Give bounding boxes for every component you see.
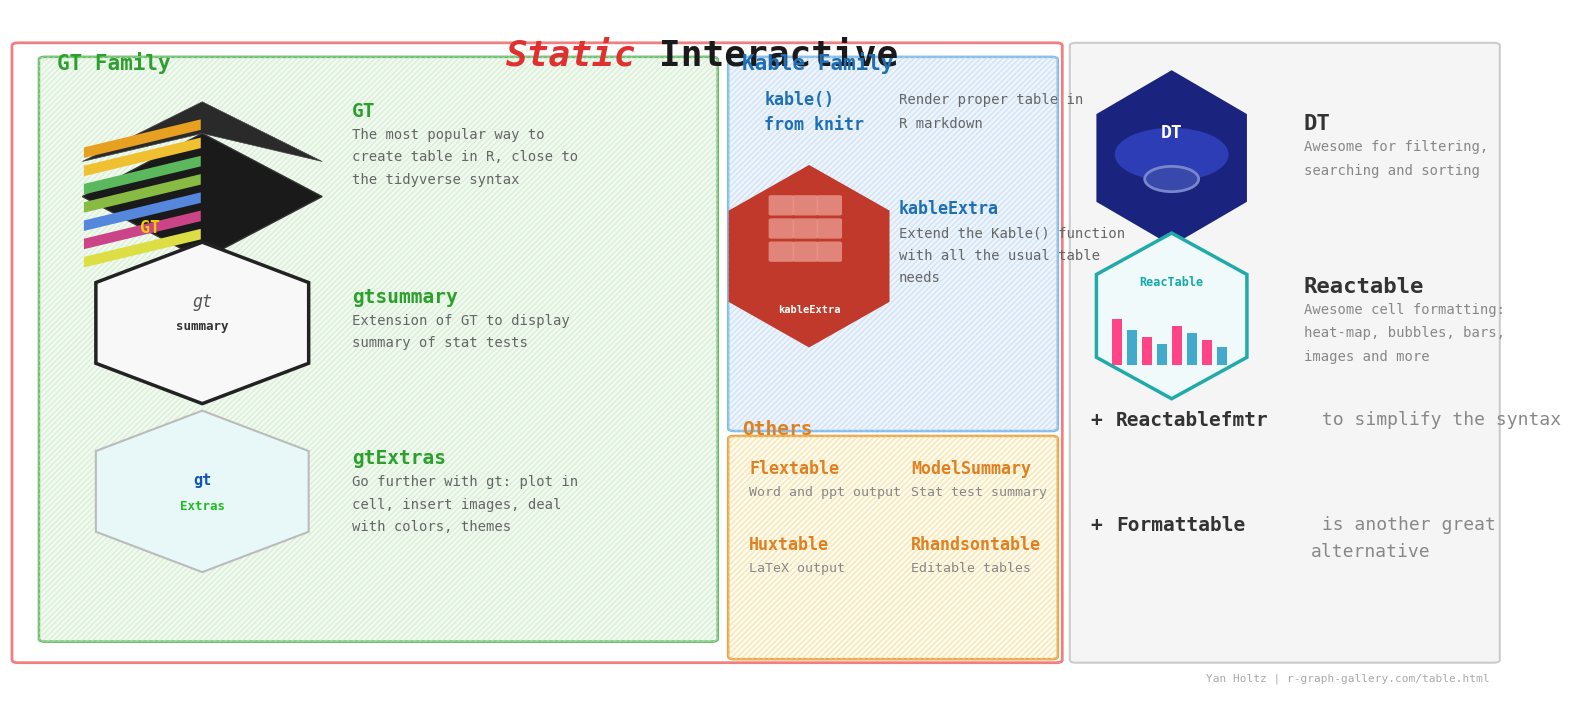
Polygon shape (84, 138, 201, 176)
FancyBboxPatch shape (1172, 326, 1183, 365)
Circle shape (1144, 166, 1199, 192)
Text: cell, insert images, deal: cell, insert images, deal (352, 498, 561, 512)
Circle shape (1114, 128, 1229, 181)
Text: Static: Static (507, 39, 636, 72)
Text: Extend the Kable() function: Extend the Kable() function (899, 226, 1125, 240)
Text: gtExtras: gtExtras (352, 449, 446, 468)
Text: Rhandsontable: Rhandsontable (910, 536, 1041, 554)
Text: with all the usual table: with all the usual table (899, 249, 1100, 263)
FancyBboxPatch shape (816, 195, 842, 216)
FancyBboxPatch shape (792, 195, 818, 216)
Text: GT: GT (352, 102, 376, 121)
Text: Stat test summary: Stat test summary (910, 486, 1047, 499)
Text: Reactablefmtr: Reactablefmtr (1116, 411, 1269, 430)
Text: summary: summary (175, 320, 228, 333)
Text: Word and ppt output: Word and ppt output (749, 486, 901, 499)
FancyBboxPatch shape (1111, 319, 1122, 365)
Polygon shape (83, 102, 322, 161)
Text: Flextable: Flextable (749, 460, 838, 478)
Text: kableExtra: kableExtra (899, 200, 999, 218)
Text: kable()
from knitr: kable() from knitr (764, 91, 864, 134)
Polygon shape (728, 165, 889, 347)
Text: Extension of GT to display: Extension of GT to display (352, 314, 569, 328)
Polygon shape (96, 411, 309, 572)
Polygon shape (1097, 70, 1247, 246)
Text: R markdown: R markdown (899, 117, 983, 131)
Polygon shape (84, 229, 201, 267)
FancyBboxPatch shape (768, 218, 794, 239)
Text: the tidyverse syntax: the tidyverse syntax (352, 173, 520, 187)
Text: searching and sorting: searching and sorting (1304, 164, 1479, 178)
Text: ReacTable: ReacTable (1140, 276, 1203, 289)
Text: Yan Holtz | r-graph-gallery.com/table.html: Yan Holtz | r-graph-gallery.com/table.ht… (1205, 674, 1489, 684)
FancyBboxPatch shape (816, 218, 842, 239)
Text: images and more: images and more (1304, 350, 1430, 364)
Text: is another great: is another great (1310, 516, 1495, 534)
Text: Others: Others (741, 420, 813, 439)
Text: heat-map, bubbles, bars,: heat-map, bubbles, bars, (1304, 326, 1505, 340)
FancyBboxPatch shape (38, 57, 717, 642)
FancyBboxPatch shape (1070, 43, 1500, 663)
FancyBboxPatch shape (1127, 330, 1137, 365)
Polygon shape (83, 133, 322, 260)
Text: Huxtable: Huxtable (749, 536, 829, 554)
Text: Awesome for filtering,: Awesome for filtering, (1304, 140, 1487, 154)
FancyBboxPatch shape (816, 241, 842, 262)
Polygon shape (84, 174, 201, 213)
Text: Render proper table in: Render proper table in (899, 93, 1084, 107)
Text: Editable tables: Editable tables (910, 562, 1031, 575)
FancyBboxPatch shape (768, 241, 794, 262)
Polygon shape (1097, 233, 1247, 399)
Polygon shape (84, 211, 201, 249)
FancyBboxPatch shape (1186, 333, 1197, 365)
Polygon shape (84, 156, 201, 194)
FancyBboxPatch shape (768, 195, 794, 216)
Text: gtsummary: gtsummary (352, 288, 457, 307)
Text: alternative: alternative (1310, 543, 1431, 561)
Text: +: + (1090, 516, 1114, 535)
Text: Interactive: Interactive (660, 39, 899, 72)
Polygon shape (96, 242, 309, 404)
FancyBboxPatch shape (1157, 344, 1167, 365)
FancyBboxPatch shape (728, 436, 1058, 659)
Text: with colors, themes: with colors, themes (352, 520, 512, 534)
FancyBboxPatch shape (1202, 340, 1211, 365)
Text: summary of stat tests: summary of stat tests (352, 336, 528, 350)
Text: kableExtra: kableExtra (778, 305, 840, 315)
Text: GT Family: GT Family (57, 52, 171, 74)
FancyBboxPatch shape (728, 57, 1058, 431)
Text: Awesome cell formatting:: Awesome cell formatting: (1304, 303, 1505, 317)
Text: Formattable: Formattable (1116, 516, 1245, 535)
Text: Reactable: Reactable (1304, 277, 1423, 297)
Text: GT: GT (140, 219, 159, 237)
Text: DT: DT (1160, 124, 1183, 143)
Text: Kable Family: Kable Family (741, 52, 893, 74)
FancyBboxPatch shape (1141, 337, 1152, 365)
Text: ModelSummary: ModelSummary (910, 460, 1031, 478)
Text: The most popular way to: The most popular way to (352, 128, 545, 142)
Text: gt: gt (193, 293, 212, 311)
Text: +: + (1090, 411, 1114, 430)
FancyBboxPatch shape (792, 241, 818, 262)
Text: LaTeX output: LaTeX output (749, 562, 845, 575)
Text: gt: gt (193, 473, 212, 489)
Text: DT: DT (1304, 114, 1331, 133)
Polygon shape (84, 119, 201, 158)
Text: create table in R, close to: create table in R, close to (352, 150, 579, 164)
FancyBboxPatch shape (792, 218, 818, 239)
Text: to simplify the syntax: to simplify the syntax (1310, 411, 1561, 429)
Polygon shape (84, 192, 201, 231)
Text: Extras: Extras (180, 501, 225, 513)
Text: Go further with gt: plot in: Go further with gt: plot in (352, 475, 579, 489)
FancyBboxPatch shape (1216, 347, 1227, 365)
Text: needs: needs (899, 271, 940, 285)
